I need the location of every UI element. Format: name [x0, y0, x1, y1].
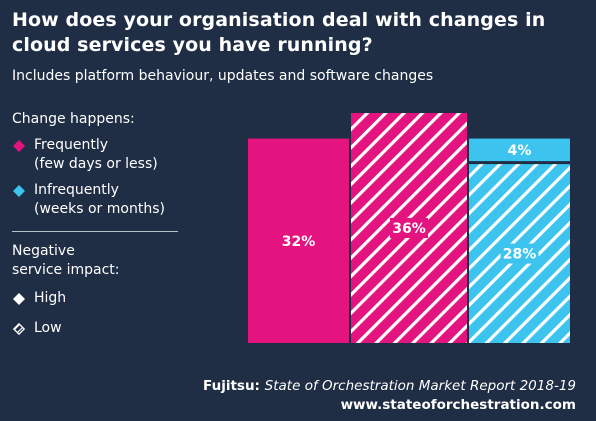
legend-impact-heading-line1: Negative [12, 243, 75, 259]
data-label: 4% [508, 143, 532, 159]
footer: Fujitsu: State of Orchestration Market R… [203, 377, 576, 415]
source-title: State of Orchestration Market Report 201… [264, 378, 576, 394]
legend-item-high: High [12, 289, 182, 308]
high-impact-solid-diamond-icon [13, 293, 25, 305]
source-url: www.stateoforchestration.com [340, 397, 576, 413]
data-label: 32% [282, 234, 316, 250]
data-label-background [279, 230, 318, 251]
data-label-background [390, 218, 428, 238]
legend: Change happens: Frequently (few days or … [12, 110, 182, 338]
data-label: 28% [503, 247, 537, 263]
legend-impact-heading-line2: service impact: [12, 262, 120, 278]
legend-infrequently-label: Infrequently [34, 182, 119, 198]
low-impact-hatched-diamond-icon [13, 323, 25, 335]
legend-change-heading: Change happens: [12, 111, 135, 127]
legend-item-low: Low [12, 319, 182, 338]
bar-labels-group: 32% 36% 28% 4% [279, 143, 539, 264]
legend-frequently-detail: (few days or less) [34, 156, 158, 172]
legend-item-infrequently: Infrequently (weeks or months) [12, 181, 182, 219]
bar-segment-infrequently-high [469, 138, 570, 162]
data-label-background [500, 243, 539, 264]
legend-item-frequently: Frequently (few days or less) [12, 136, 182, 174]
source-prefix: Fujitsu: [203, 378, 260, 394]
frequently-diamond-icon [13, 140, 25, 152]
data-label: 36% [392, 221, 426, 237]
infrequently-diamond-icon [13, 185, 25, 197]
legend-low-label: Low [34, 320, 62, 336]
legend-infrequently-detail: (weeks or months) [34, 201, 165, 217]
chart-title: How does your organisation deal with cha… [12, 9, 546, 56]
legend-divider [12, 231, 178, 232]
chart-subtitle: Includes platform behaviour, updates and… [12, 68, 434, 84]
legend-high-label: High [34, 290, 67, 306]
legend-frequently-label: Frequently [34, 137, 109, 153]
source-line: Fujitsu: State of Orchestration Market R… [203, 377, 576, 396]
